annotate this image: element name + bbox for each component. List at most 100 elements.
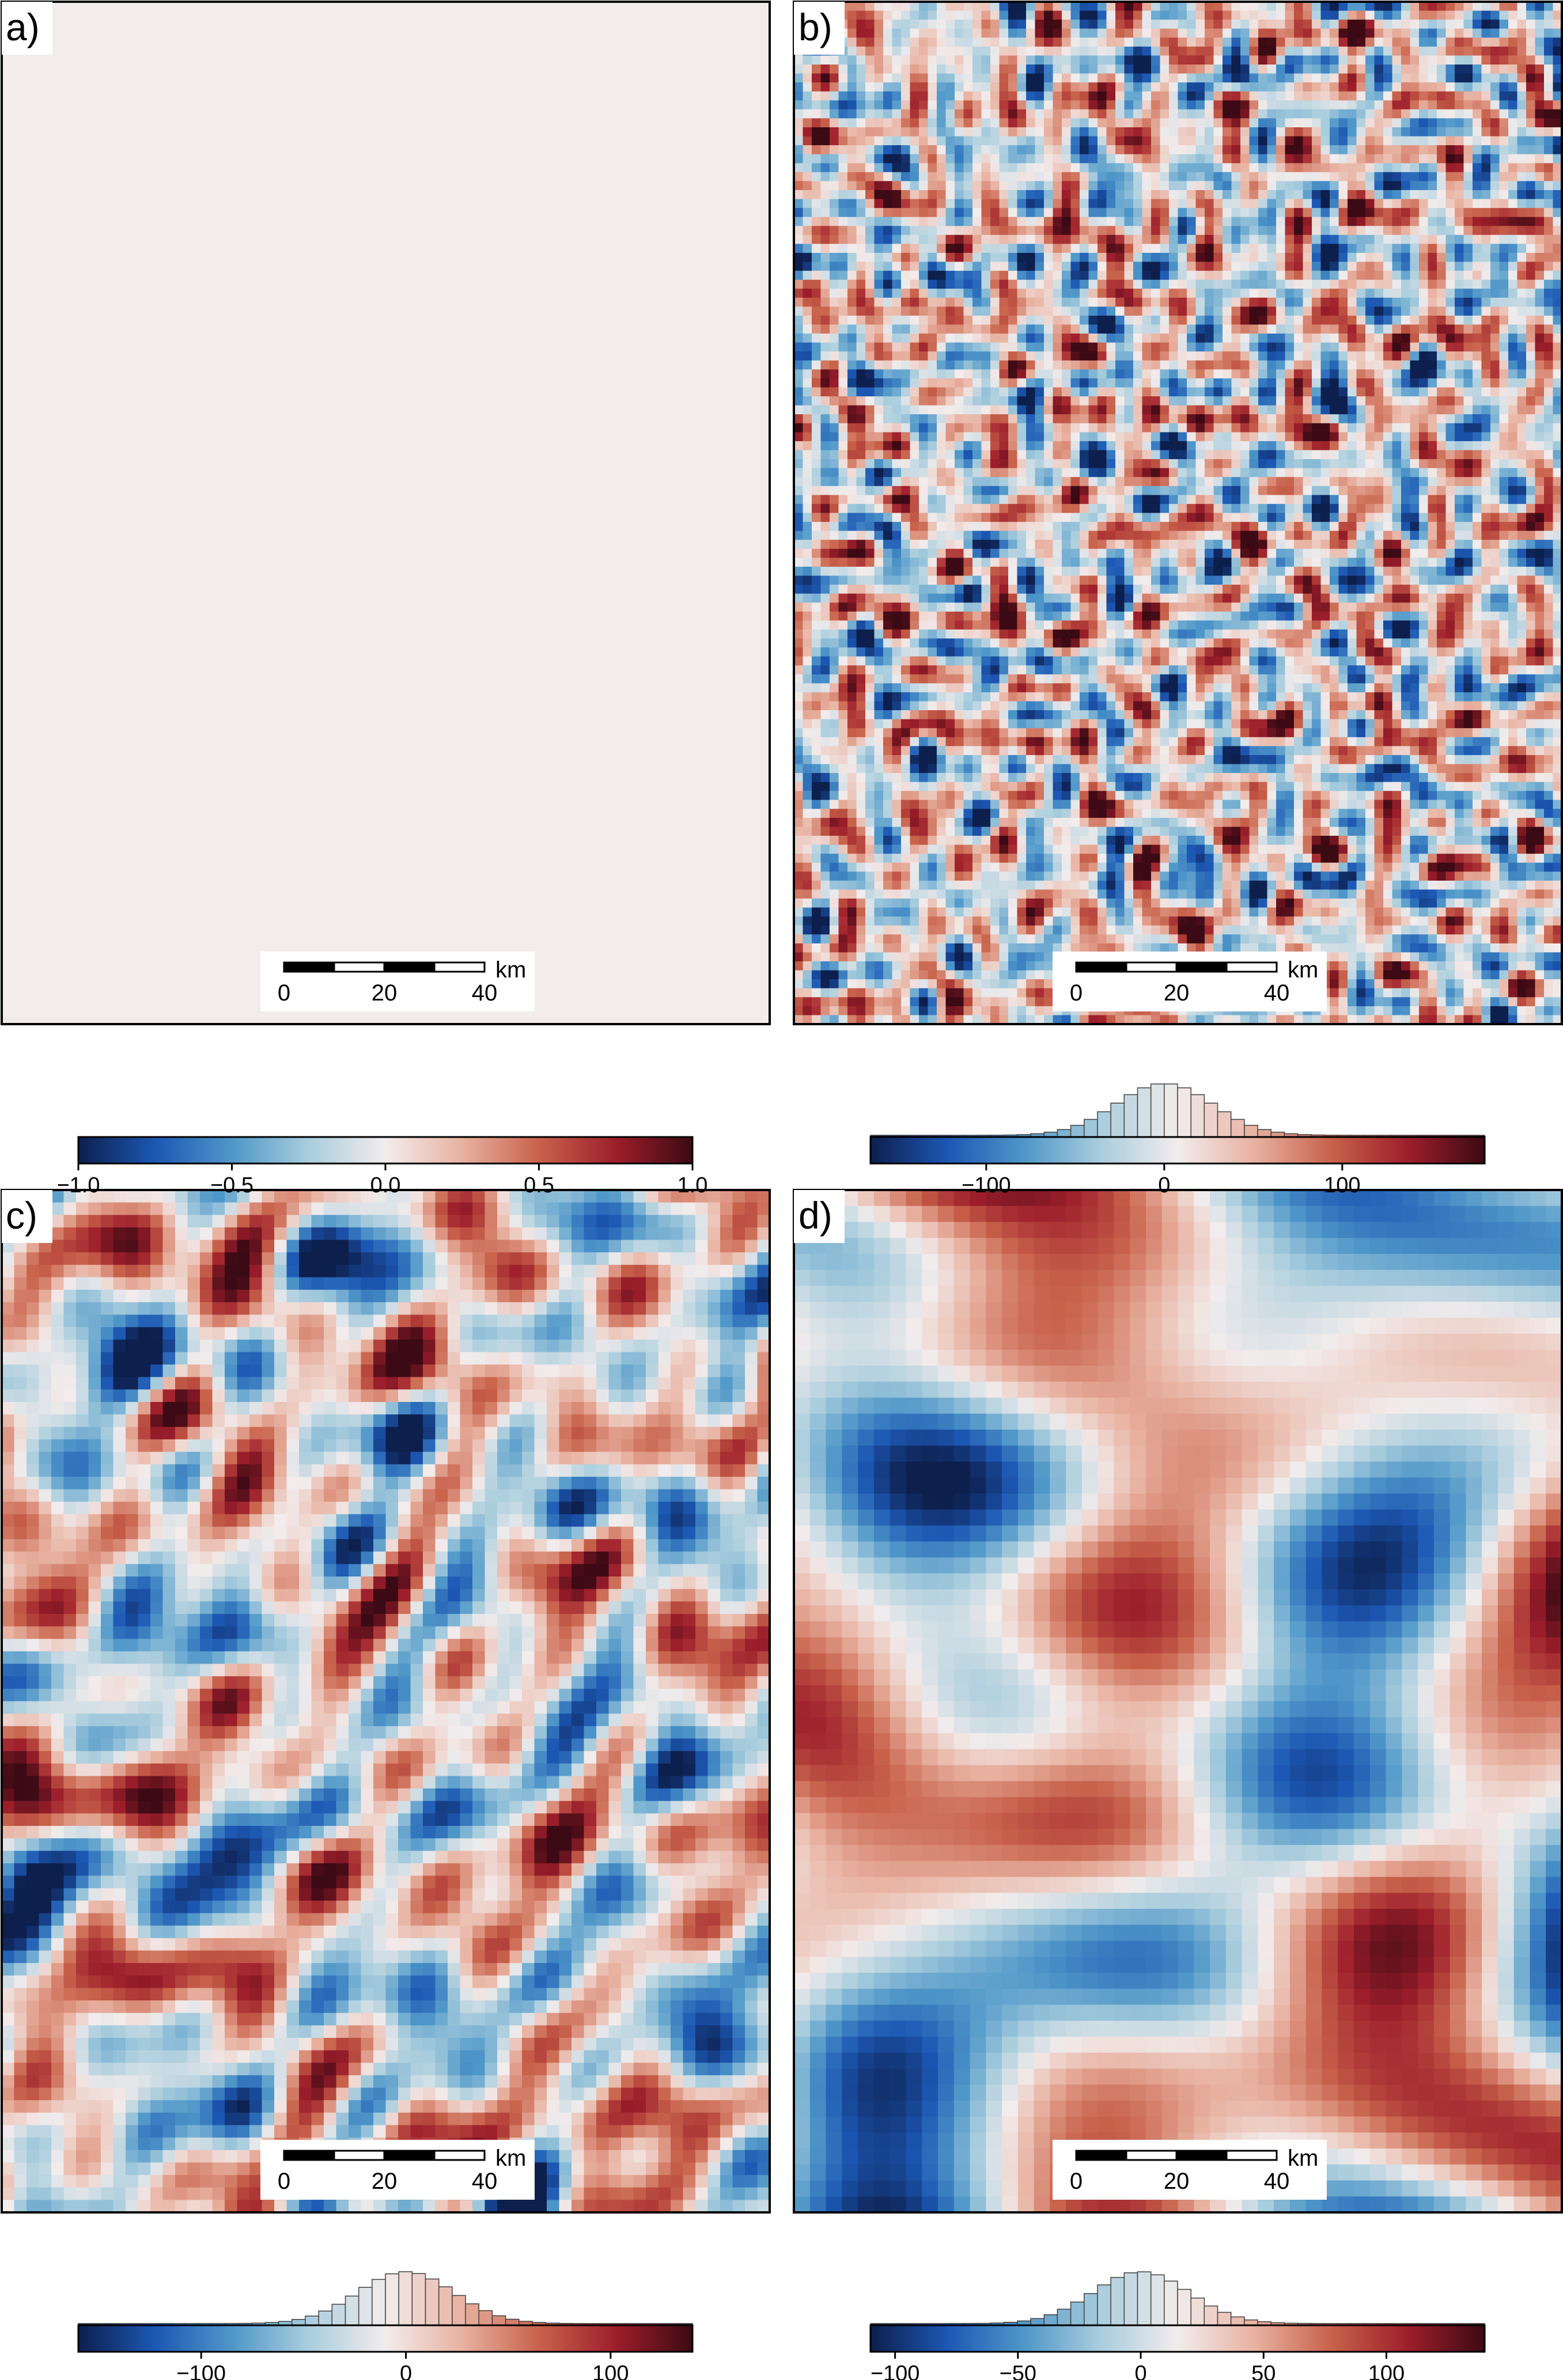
heatmap-cell — [892, 145, 902, 155]
heatmap-cell — [1445, 297, 1455, 308]
heatmap-cell — [1401, 271, 1411, 281]
heatmap-cell — [1445, 46, 1455, 56]
heatmap-cell — [803, 387, 812, 397]
heatmap-cell — [1481, 360, 1491, 370]
heatmap-cell — [1303, 351, 1312, 361]
heatmap-cell — [1223, 208, 1232, 218]
heatmap-cell — [1053, 20, 1062, 29]
heatmap-cell — [1195, 136, 1205, 146]
heatmap-cell — [1374, 279, 1384, 290]
heatmap-cell — [945, 414, 955, 424]
heatmap-cell — [1356, 181, 1366, 191]
heatmap-cell — [1142, 279, 1152, 290]
heatmap-cell — [937, 199, 947, 209]
heatmap-cell — [874, 316, 884, 325]
heatmap-cell — [1338, 271, 1348, 281]
heatmap-cell — [1133, 324, 1143, 334]
heatmap-cell — [1490, 55, 1500, 65]
heatmap-cell — [972, 46, 982, 56]
heatmap-cell — [1365, 46, 1375, 56]
heatmap-cell — [1115, 2, 1125, 12]
heatmap-cell — [856, 10, 866, 20]
heatmap-cell — [1267, 450, 1277, 460]
heatmap-cell — [1490, 503, 1500, 514]
heatmap-cell — [1383, 10, 1393, 20]
heatmap-cell — [1499, 127, 1509, 137]
heatmap-cell — [874, 369, 884, 379]
heatmap-cell — [1223, 127, 1232, 137]
heatmap-cell — [1249, 199, 1259, 209]
heatmap-cell — [1312, 253, 1322, 263]
heatmap-cell — [1428, 172, 1437, 182]
heatmap-cell — [1017, 450, 1027, 460]
heatmap-cell — [1392, 316, 1402, 325]
heatmap-cell — [1445, 82, 1455, 92]
heatmap-cell — [1517, 387, 1527, 397]
heatmap-cell — [1348, 378, 1357, 388]
heatmap-cell — [830, 199, 839, 209]
heatmap-cell — [1312, 316, 1322, 325]
heatmap-cell — [1383, 136, 1393, 146]
heatmap-cell — [1312, 432, 1322, 442]
heatmap-cell — [1169, 91, 1179, 101]
heatmap-cell — [937, 486, 947, 496]
heatmap-cell — [892, 459, 902, 469]
heatmap-cell — [1195, 2, 1205, 12]
heatmap-cell — [803, 181, 812, 191]
heatmap-cell — [1526, 190, 1536, 200]
heatmap-cell — [1463, 432, 1473, 442]
heatmap-cell — [1455, 468, 1464, 477]
heatmap-cell — [1178, 441, 1187, 451]
heatmap-cell — [1365, 253, 1375, 263]
heatmap-cell — [1401, 423, 1411, 433]
heatmap-cell — [981, 199, 991, 209]
heatmap-cell — [856, 513, 866, 522]
heatmap-cell — [1374, 28, 1384, 39]
heatmap-cell — [1160, 378, 1170, 388]
heatmap-cell — [1231, 163, 1241, 173]
heatmap-cell — [1535, 73, 1545, 83]
heatmap-cell — [1544, 486, 1554, 496]
heatmap-cell — [1223, 423, 1232, 433]
heatmap-cell — [1053, 208, 1062, 218]
heatmap-cell — [1062, 468, 1072, 477]
heatmap-cell — [1437, 316, 1447, 325]
heatmap-cell — [865, 279, 875, 290]
heatmap-cell — [1526, 360, 1536, 370]
heatmap-cell — [1356, 513, 1366, 522]
heatmap-cell — [1490, 190, 1500, 200]
heatmap-cell — [1490, 226, 1500, 236]
heatmap-cell — [1276, 369, 1286, 379]
heatmap-cell — [972, 450, 982, 460]
heatmap-cell — [1088, 2, 1098, 12]
heatmap-cell — [1517, 459, 1527, 469]
heatmap-cell — [838, 163, 848, 173]
heatmap-cell — [847, 154, 857, 164]
heatmap-cell — [1392, 423, 1402, 433]
heatmap-cell — [874, 262, 884, 271]
heatmap-cell — [1223, 253, 1232, 263]
heatmap-cell — [865, 468, 875, 477]
heatmap-cell — [1035, 253, 1044, 263]
heatmap-cell — [1080, 316, 1089, 325]
heatmap-cell — [874, 253, 884, 263]
heatmap-cell — [928, 333, 937, 343]
heatmap-cell — [820, 289, 830, 298]
heatmap-cell — [1392, 378, 1402, 388]
heatmap-cell — [1240, 253, 1250, 263]
heatmap-cell — [981, 432, 991, 442]
heatmap-cell — [1017, 217, 1027, 227]
heatmap-cell — [1231, 486, 1241, 496]
heatmap-cell — [1062, 369, 1072, 379]
heatmap-cell — [830, 450, 839, 460]
heatmap-cell — [1160, 351, 1170, 361]
heatmap-cell — [1187, 2, 1197, 12]
heatmap-cell — [1401, 503, 1411, 514]
heatmap-cell — [1026, 495, 1036, 505]
heatmap-cell — [1428, 297, 1437, 308]
heatmap-cell — [1348, 145, 1357, 155]
heatmap-cell — [1106, 199, 1116, 209]
heatmap-cell — [1267, 387, 1277, 397]
heatmap-cell — [1392, 28, 1402, 39]
heatmap-cell — [847, 136, 857, 146]
